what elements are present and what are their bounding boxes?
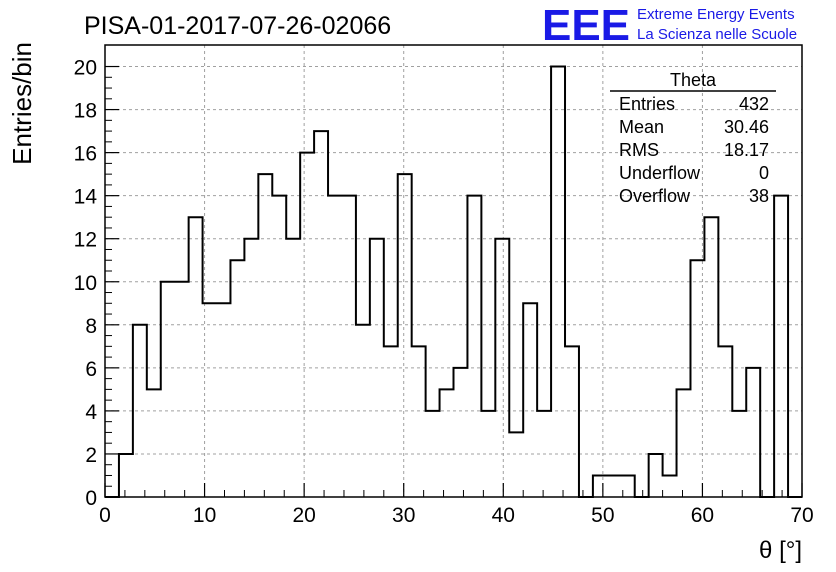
histogram-bin [677, 389, 691, 497]
histogram-bin [189, 217, 203, 497]
y-tick-label: 20 [74, 57, 97, 80]
x-tick-label: 60 [691, 504, 714, 527]
histogram-bin [467, 196, 481, 497]
stats-box: Theta Entries 432 Mean 30.46 RMS 18.17 U… [610, 70, 776, 206]
histogram-bin [147, 389, 161, 497]
histogram-bin [328, 196, 342, 497]
histogram-bin [649, 454, 663, 497]
stats-value-rms: 18.17 [724, 140, 769, 160]
histogram-bin [217, 303, 231, 497]
x-tick-label: 0 [99, 504, 111, 527]
plot-frame [104, 44, 803, 498]
x-tick-label: 10 [193, 504, 216, 527]
histogram-bin [732, 411, 746, 497]
y-tick-label: 6 [85, 358, 97, 381]
x-tick-label: 40 [492, 504, 515, 527]
histogram-bin [509, 432, 523, 497]
y-tick-label: 10 [74, 272, 97, 295]
x-axis-label: θ [°] [759, 537, 802, 564]
stats-value-entries: 432 [739, 94, 769, 114]
histogram-bin [593, 475, 607, 497]
y-tick-label: 4 [85, 401, 97, 424]
logo: EEE Extreme Energy Events La Scienza nel… [542, 1, 797, 50]
histogram-bin [258, 174, 272, 497]
histogram-bars [105, 65, 802, 498]
histogram-bin [398, 174, 412, 497]
histogram-outline [105, 65, 802, 498]
y-tick-label: 14 [74, 186, 98, 209]
histogram-bin [746, 368, 760, 497]
eee-logo-mark: EEE [542, 1, 630, 50]
x-tick-label: 50 [591, 504, 614, 527]
histogram-bin [523, 303, 537, 497]
histogram-bin [230, 260, 244, 497]
stats-label-overflow: Overflow [619, 186, 691, 206]
stats-label-entries: Entries [619, 94, 675, 114]
histogram-bin [440, 389, 454, 497]
logo-line-2: La Scienza nelle Scuole [637, 26, 797, 43]
grid-lines [105, 45, 802, 497]
histogram-bin [161, 282, 175, 497]
x-tick-label: 70 [790, 504, 813, 527]
x-tick-label: 20 [292, 504, 315, 527]
stats-value-mean: 30.46 [724, 117, 769, 137]
y-tick-label: 18 [74, 100, 97, 123]
y-tick-label: 2 [85, 444, 97, 467]
histogram-bin [314, 131, 328, 497]
stats-label-rms: RMS [619, 140, 659, 160]
histogram-bin [272, 196, 286, 497]
stats-label-mean: Mean [619, 117, 664, 137]
histogram-bin [718, 346, 732, 497]
y-tick-label: 8 [85, 315, 97, 338]
logo-line-1: Extreme Energy Events [637, 6, 795, 23]
axis-ticks: 0 10 20 30 40 50 60 70 0 2 4 6 8 10 12 14 16 18 20 [74, 57, 814, 527]
stats-value-underflow: 0 [759, 163, 769, 183]
histogram-bin [175, 282, 189, 497]
y-axis-label: Entries/bin [7, 42, 37, 165]
histogram-bin [565, 346, 579, 497]
histogram-bin [454, 368, 468, 497]
histogram-bin [342, 196, 356, 497]
histogram-bin [119, 454, 133, 497]
histogram-bin [384, 346, 398, 497]
histogram-bin [663, 475, 677, 497]
histogram-bin [133, 325, 147, 497]
y-tick-label: 12 [74, 229, 97, 252]
histogram-bin [704, 217, 718, 497]
histogram-bin [607, 475, 621, 497]
histogram-bin [300, 153, 314, 497]
stats-title: Theta [670, 70, 717, 90]
y-tick-label: 16 [74, 143, 97, 166]
chart-title: PISA-01-2017-07-26-02066 [84, 12, 391, 40]
stats-value-overflow: 38 [749, 186, 769, 206]
histogram-bin [412, 346, 426, 497]
y-tick-label: 0 [85, 487, 97, 510]
histogram-bin [774, 196, 788, 497]
x-tick-label: 30 [392, 504, 415, 527]
stats-label-underflow: Underflow [619, 163, 701, 183]
